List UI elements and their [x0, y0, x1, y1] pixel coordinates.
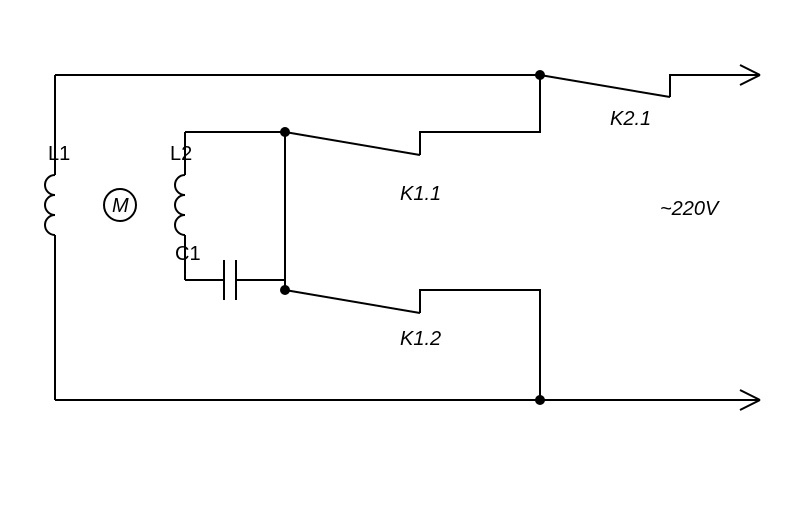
inductor-l2: [175, 175, 185, 235]
label-k12: K1.2: [400, 328, 441, 350]
switch-k21-arm: [540, 75, 670, 97]
label-k21: K2.1: [610, 108, 651, 130]
label-l2: L2: [170, 143, 192, 165]
node-3: [535, 70, 545, 80]
node-4: [535, 395, 545, 405]
label-voltage: ~220V: [660, 198, 720, 220]
circuit-diagram: M L1 L2 C1 K1.1 K1.2 K2.1 ~220V: [0, 0, 803, 507]
motor-label: M: [112, 195, 129, 217]
node-2: [280, 285, 290, 295]
label-c1: C1: [175, 243, 201, 265]
wire-top-k21-jog: [670, 75, 760, 97]
switch-k12-arm: [285, 290, 420, 313]
inductor-l1: [45, 175, 55, 235]
label-k11: K1.1: [400, 183, 441, 205]
switch-k11-arm: [285, 132, 420, 155]
label-l1: L1: [48, 143, 70, 165]
node-1: [280, 127, 290, 137]
wire-k11-right: [420, 75, 540, 155]
